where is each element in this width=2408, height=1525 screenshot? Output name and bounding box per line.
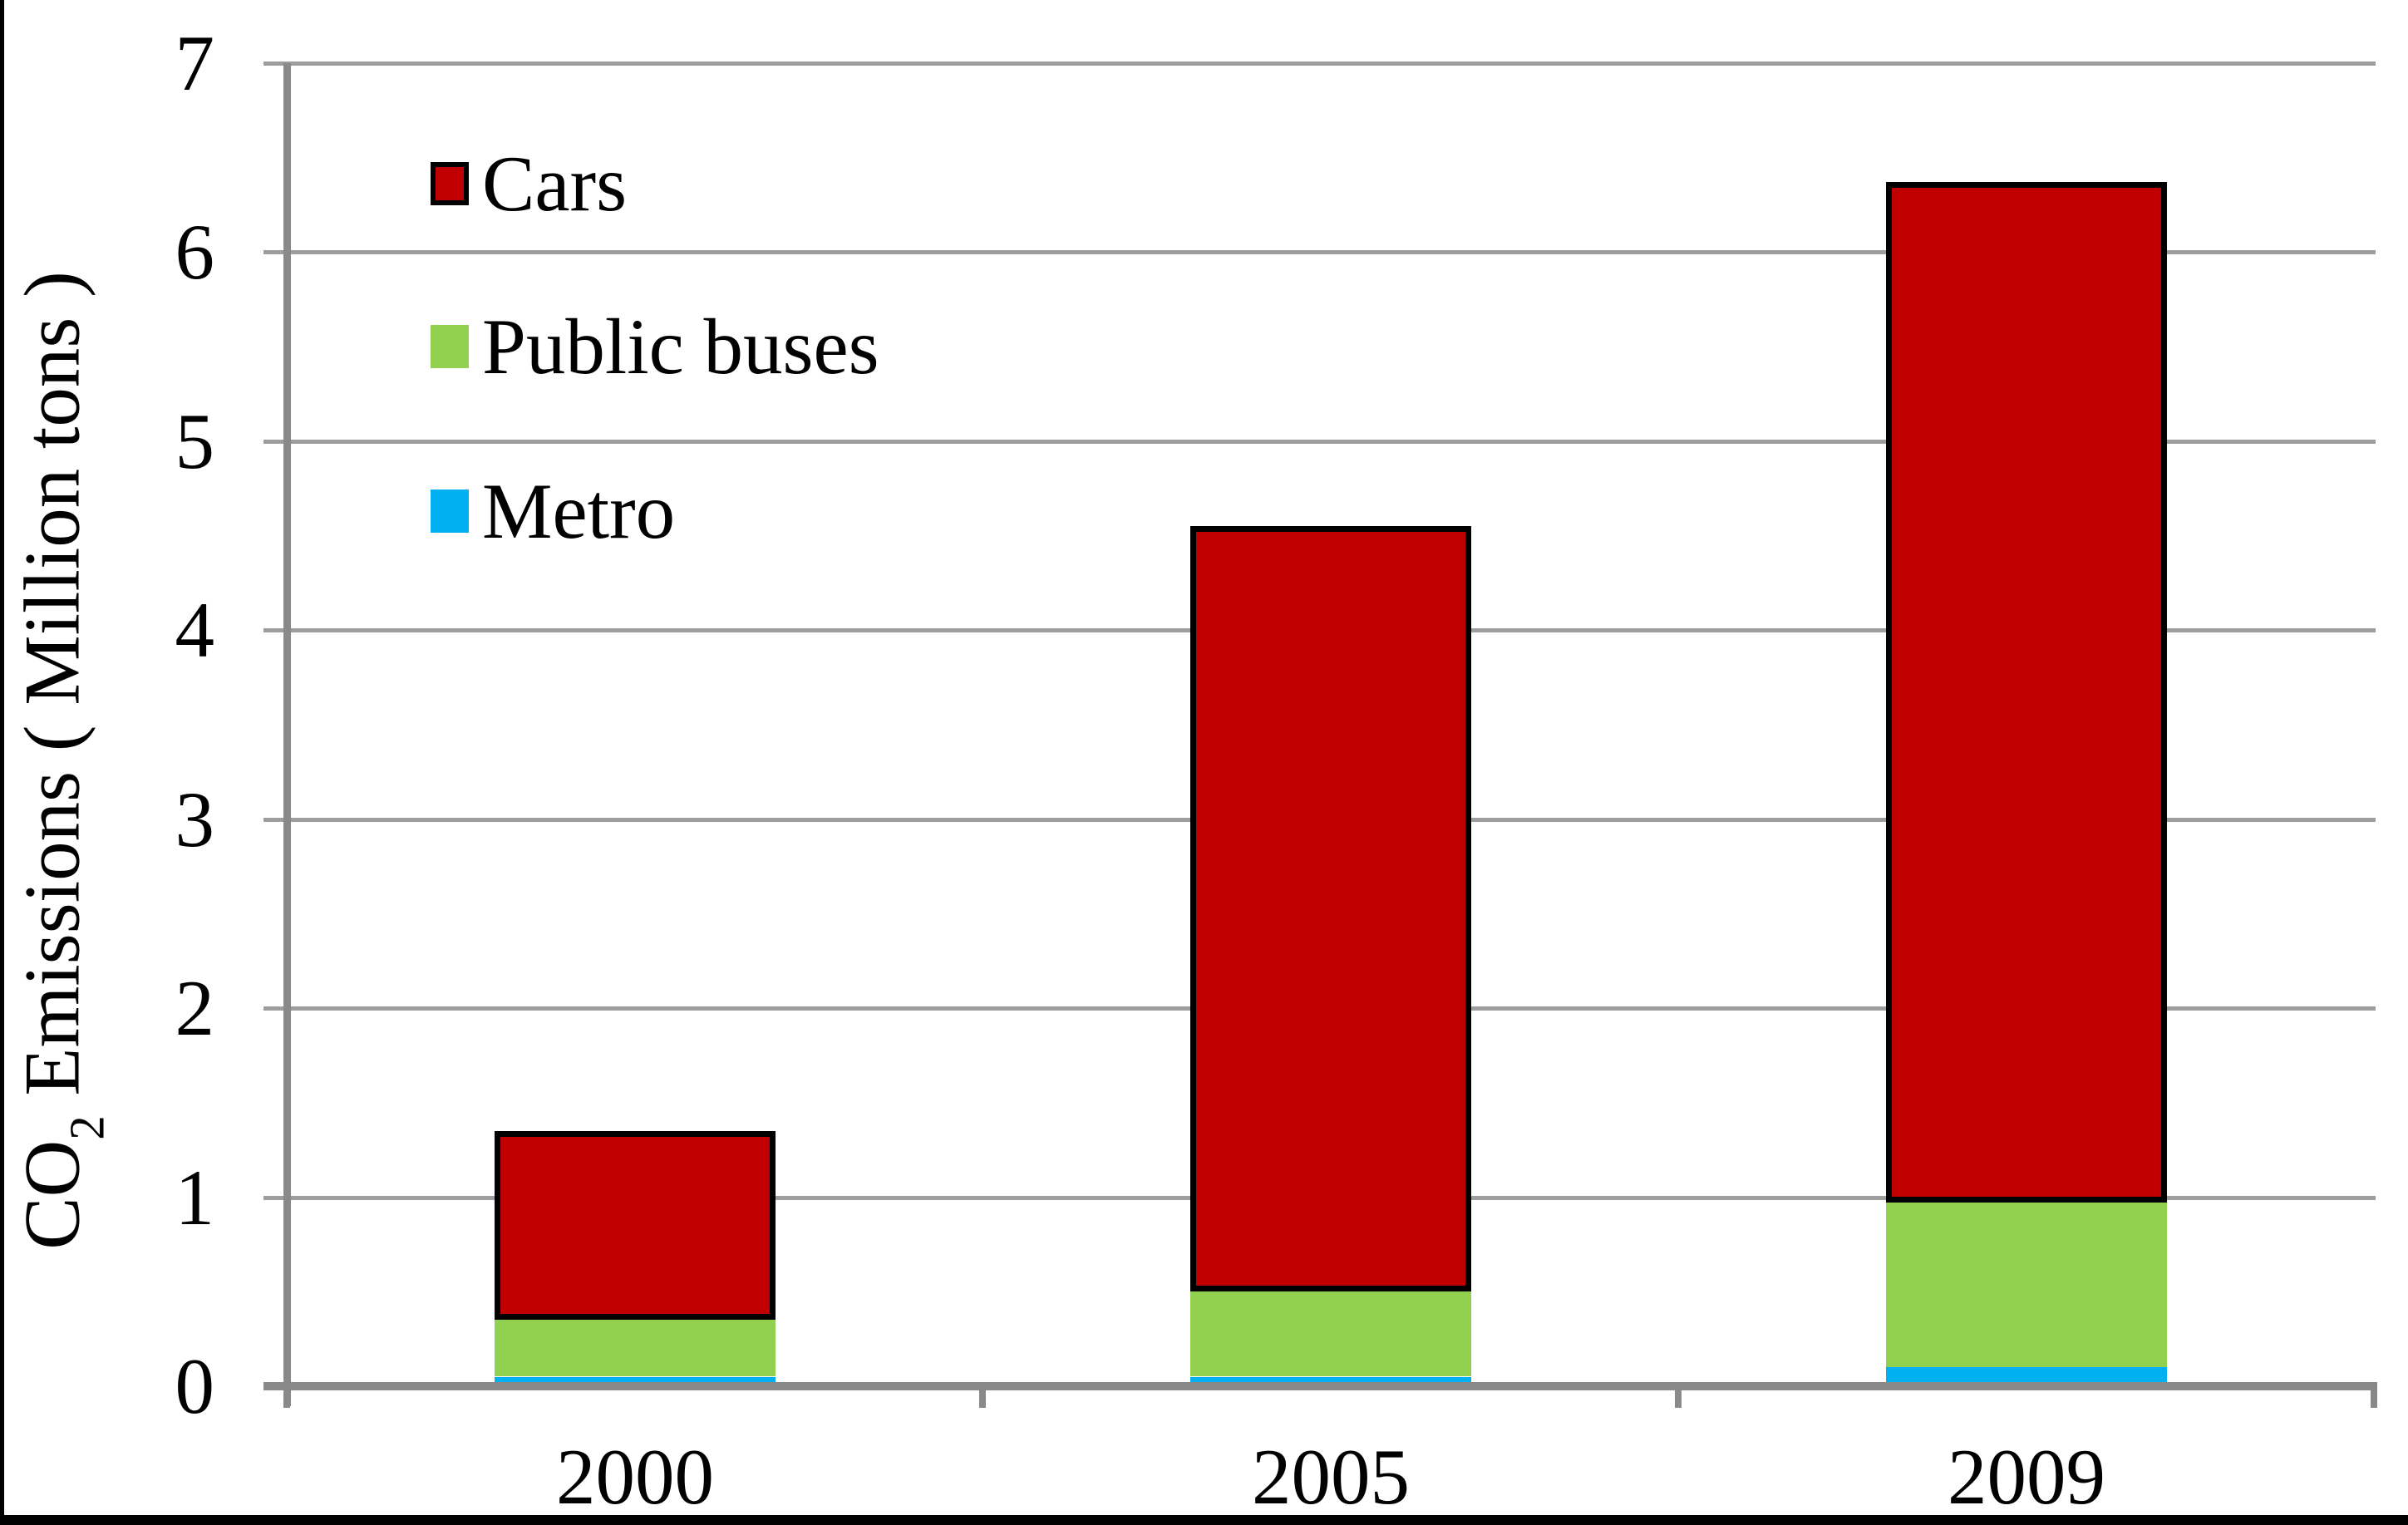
x-tick-label-2005: 2005	[1252, 1433, 1410, 1521]
bar-segment-public-buses-2005	[1190, 1291, 1471, 1376]
legend-item-cars: Cars	[431, 133, 627, 234]
y-tick-label-7: 7	[175, 19, 215, 107]
bar-segment-metro-2009	[1886, 1367, 2167, 1386]
y-tick-label-3: 3	[175, 775, 215, 863]
bar-segment-public-buses-2009	[1886, 1203, 2167, 1367]
x-axis-tick-2	[1675, 1386, 1682, 1408]
y-axis-title-rest: Emissions ( Million tons )	[7, 271, 96, 1116]
legend-swatch-metro-icon	[431, 489, 469, 533]
y-axis-title-prefix: CO	[7, 1139, 96, 1250]
y-tick-label-5: 5	[175, 397, 215, 485]
y-axis-title-subscript: 2	[60, 1115, 115, 1140]
legend-item-metro: Metro	[431, 460, 675, 562]
bar-segment-cars-2000	[495, 1131, 776, 1320]
bar-segment-cars-2005	[1190, 526, 1471, 1291]
x-tick-label-2009: 2009	[1948, 1433, 2105, 1521]
y-tick-label-6: 6	[175, 208, 215, 296]
bar-segment-metro-2000	[495, 1377, 776, 1386]
legend-item-public-buses: Public buses	[431, 296, 879, 397]
x-axis-tick-0	[283, 1386, 290, 1408]
legend-swatch-public-buses-icon	[431, 325, 469, 368]
gridline-y7	[263, 61, 2376, 66]
legend-label: Public buses	[482, 302, 879, 391]
legend-label: Cars	[482, 139, 628, 228]
x-axis-tick-3	[2371, 1386, 2377, 1408]
y-tick-label-2: 2	[175, 964, 215, 1052]
legend-swatch-cars-icon	[431, 162, 469, 205]
image-border-bottom	[0, 1515, 2408, 1525]
image-border-left	[0, 0, 4, 1525]
y-tick-label-4: 4	[175, 586, 215, 674]
y-tick-label-1: 1	[175, 1154, 215, 1242]
bar-segment-cars-2009	[1886, 182, 2167, 1203]
y-axis-line	[283, 63, 291, 1406]
gridline-y5	[263, 440, 2376, 444]
y-axis-title: CO2 Emissions ( Million tons )	[8, 271, 115, 1250]
y-tick-label-0: 0	[175, 1342, 215, 1430]
gridline-y6	[263, 250, 2376, 254]
bar-segment-public-buses-2000	[495, 1320, 776, 1376]
x-axis-line	[263, 1382, 2377, 1390]
legend-label: Metro	[482, 466, 676, 555]
bar-segment-metro-2005	[1190, 1377, 1471, 1386]
x-axis-tick-1	[979, 1386, 986, 1408]
x-tick-label-2000: 2000	[556, 1433, 714, 1521]
